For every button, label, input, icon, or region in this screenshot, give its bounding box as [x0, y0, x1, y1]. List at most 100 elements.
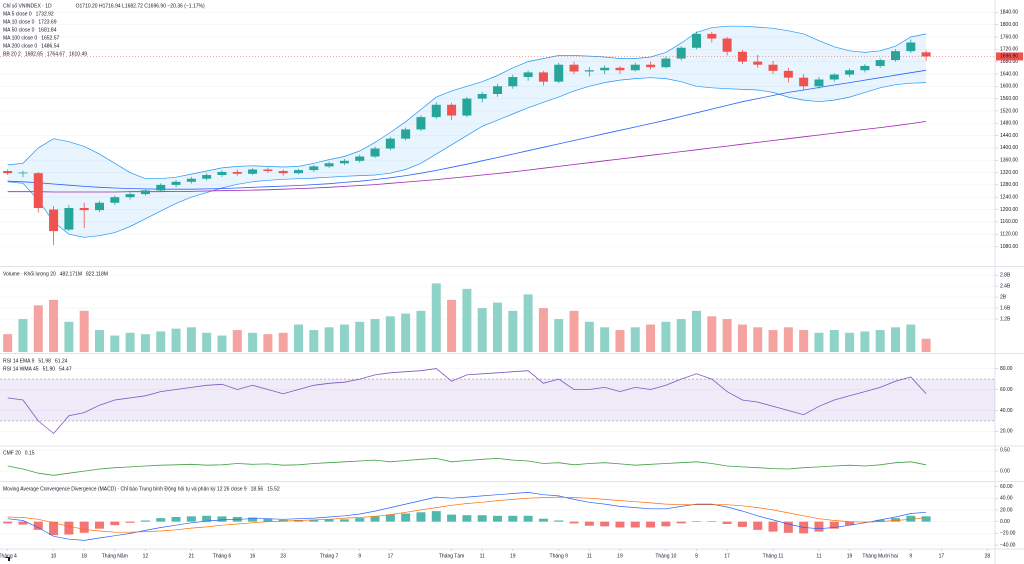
volume-bar — [79, 310, 89, 352]
macd-histogram-bar — [508, 515, 518, 522]
candle-body — [508, 77, 518, 87]
y-tick-label: 60.00 — [1000, 484, 1013, 490]
macd-histogram-bar — [447, 514, 457, 522]
macd-histogram-bar — [202, 515, 212, 522]
x-tick-label: 18 — [81, 553, 87, 559]
volume-bar — [753, 327, 763, 352]
bollinger-band-line — [7, 77, 927, 238]
candle-body — [921, 52, 931, 57]
volume-bar — [355, 321, 365, 352]
macd-histogram-bar — [845, 521, 855, 526]
macd-histogram-bar — [477, 515, 487, 522]
volume-bar — [171, 328, 181, 352]
x-tick-label: Tháng 9 — [550, 553, 569, 559]
legend-value: 1723.69 — [38, 19, 56, 25]
x-tick-label: 17 — [724, 553, 730, 559]
macd-histogram-bar — [493, 515, 502, 522]
candle-body — [64, 207, 74, 230]
macd-histogram-bar — [140, 520, 150, 522]
candle-body — [447, 104, 457, 116]
candle-body — [217, 171, 227, 176]
macd-histogram-bar — [615, 521, 625, 528]
y-tick-label: 1720.00 — [1000, 47, 1018, 53]
x-tick-label: Tháng Năm — [102, 553, 128, 559]
candle-body — [462, 98, 472, 116]
candle-body — [401, 129, 411, 139]
title-value: 482.171M — [60, 271, 82, 277]
pane-title: CMF 20 — [3, 450, 21, 456]
pane: 1080.00 1120.00 1160.00 1200.00 1240.00 1280.… — [0, 2, 1023, 250]
candle-body — [676, 47, 686, 59]
volume-bar — [661, 321, 671, 352]
volume-bar — [737, 324, 747, 352]
x-tick-label: 10 — [51, 553, 57, 559]
moving-average-line — [7, 121, 927, 193]
y-tick-label: 1240.00 — [1000, 195, 1018, 201]
candle-body — [18, 172, 28, 174]
logo — [4, 557, 10, 561]
candle-body — [79, 207, 89, 211]
x-tick-label: Tháng Tám — [439, 553, 464, 559]
x-tick-label: Tháng 4 — [0, 553, 17, 559]
macd-histogram-bar — [584, 521, 594, 526]
volume-bar — [33, 305, 43, 352]
volume-bar — [431, 283, 441, 352]
candle-body — [125, 194, 135, 198]
y-tick-label: 1840.00 — [1000, 10, 1018, 16]
candle-body — [49, 209, 59, 232]
y-tick-label: 2.4B — [1000, 283, 1011, 289]
candle-body — [523, 72, 533, 78]
macd-histogram-bar — [370, 516, 380, 522]
y-tick-label: 1320.00 — [1000, 170, 1018, 176]
volume-bar — [875, 330, 885, 352]
legend-label: MA 100 close 0 — [3, 35, 37, 41]
legend-label: MA 200 close 0 — [3, 43, 37, 49]
y-tick-label: 2.8B — [1000, 272, 1011, 278]
x-tick-label: 19 — [510, 553, 516, 559]
legend-label: BB 20 2 — [3, 51, 21, 57]
candle-body — [309, 166, 319, 171]
candle-body — [171, 181, 181, 185]
x-tick-label: 9 — [909, 553, 912, 559]
x-tick-label: 17 — [388, 553, 394, 559]
x-tick-label: 9 — [695, 553, 698, 559]
volume-bar — [600, 327, 610, 352]
candle-body — [661, 58, 671, 68]
volume-bar — [18, 319, 28, 352]
candle-body — [95, 202, 104, 211]
volume-bar — [630, 327, 640, 352]
y-tick-label: 80.00 — [1000, 366, 1013, 372]
macd-histogram-bar — [538, 518, 548, 522]
y-tick-label: 1480.00 — [1000, 121, 1018, 127]
x-tick-label: Tháng 6 — [213, 553, 232, 559]
candle-body — [722, 38, 732, 52]
candle-body — [538, 72, 548, 82]
legend-label: MA 10 close 0 — [3, 19, 35, 25]
volume-bar — [95, 330, 104, 352]
macd-histogram-bar — [79, 521, 89, 533]
candle-body — [370, 148, 380, 157]
candle-body — [385, 138, 395, 149]
y-tick-label: 1760.00 — [1000, 34, 1018, 40]
legend-value: 1732.92 — [36, 11, 54, 17]
volume-bar — [462, 288, 472, 352]
pane-title: RSI 14 EMA 9 — [3, 358, 35, 364]
indicator-line — [7, 368, 927, 435]
title-value: 61.24 — [55, 358, 68, 364]
y-tick-label: 60.00 — [1000, 387, 1013, 393]
macd-histogram-bar — [431, 511, 441, 522]
x-tick-label: Tháng 11 — [763, 553, 784, 559]
legend-label: MA 50 close 0 — [3, 27, 35, 33]
macd-line — [7, 492, 927, 541]
macd-histogram-bar — [462, 515, 472, 522]
macd-histogram-bar — [753, 521, 763, 530]
volume-bar — [278, 332, 288, 352]
volume-bar — [707, 316, 717, 352]
volume-bar — [829, 330, 839, 352]
y-tick-label: 1520.00 — [1000, 108, 1018, 114]
title-value: 18.56 — [251, 486, 264, 492]
macd-histogram-bar — [829, 521, 839, 529]
macd-histogram-bar — [49, 521, 59, 536]
volume-bar — [110, 335, 120, 352]
